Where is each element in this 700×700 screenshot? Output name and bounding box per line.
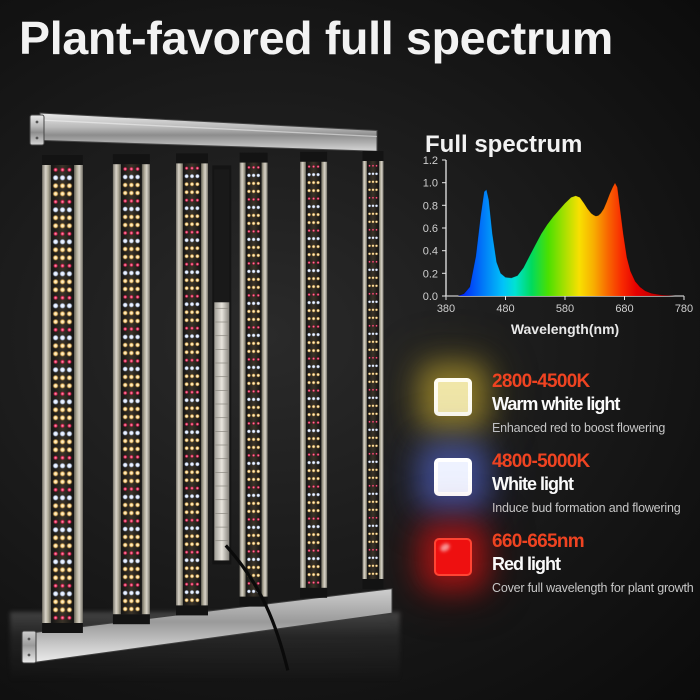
svg-text:0.8: 0.8	[423, 200, 438, 212]
svg-text:480: 480	[496, 303, 514, 315]
svg-text:1.0: 1.0	[423, 178, 438, 190]
svg-text:780: 780	[675, 303, 693, 315]
svg-text:680: 680	[615, 303, 633, 315]
svg-text:Wavelength(nm): Wavelength(nm)	[511, 321, 619, 337]
svg-text:0.6: 0.6	[423, 223, 438, 235]
svg-text:0.2: 0.2	[423, 268, 438, 280]
svg-text:Full spectrum: Full spectrum	[425, 131, 582, 158]
svg-text:380: 380	[437, 303, 455, 315]
svg-text:0.4: 0.4	[423, 246, 438, 258]
svg-text:0.0: 0.0	[423, 291, 438, 303]
svg-text:580: 580	[556, 303, 574, 315]
